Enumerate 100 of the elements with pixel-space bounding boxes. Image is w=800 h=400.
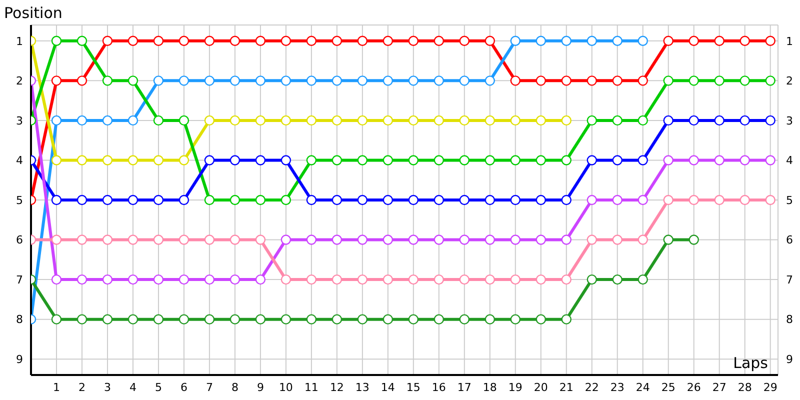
point bbox=[76, 115, 88, 126]
point bbox=[357, 115, 368, 126]
x-tick-label: 4 bbox=[129, 380, 136, 394]
point bbox=[434, 36, 444, 46]
point bbox=[332, 194, 342, 206]
point bbox=[153, 115, 164, 126]
point bbox=[332, 76, 342, 86]
y2-tick-label: 5 bbox=[786, 194, 793, 207]
point bbox=[484, 76, 496, 86]
point bbox=[51, 314, 62, 324]
point bbox=[434, 194, 444, 206]
point bbox=[586, 76, 597, 86]
point bbox=[178, 194, 190, 206]
y2-tick-label: 7 bbox=[786, 273, 793, 286]
point bbox=[586, 274, 597, 285]
point bbox=[434, 115, 444, 126]
point bbox=[765, 194, 776, 206]
point bbox=[484, 234, 496, 245]
x-tick-label: 11 bbox=[304, 380, 318, 394]
point bbox=[255, 194, 266, 206]
point bbox=[102, 115, 113, 126]
point bbox=[510, 314, 521, 324]
point bbox=[408, 155, 419, 166]
point bbox=[663, 115, 674, 126]
x-tick-label: 5 bbox=[154, 380, 162, 394]
point bbox=[382, 36, 394, 46]
point bbox=[255, 36, 266, 46]
point bbox=[230, 314, 240, 324]
point bbox=[153, 314, 164, 324]
point bbox=[586, 115, 597, 126]
point bbox=[510, 36, 521, 46]
point bbox=[586, 194, 597, 206]
point bbox=[51, 36, 62, 46]
point bbox=[510, 234, 521, 245]
point bbox=[51, 234, 62, 245]
point bbox=[561, 76, 572, 86]
point bbox=[688, 155, 699, 166]
point bbox=[612, 76, 622, 86]
point bbox=[153, 194, 164, 206]
point bbox=[128, 234, 138, 245]
point bbox=[332, 36, 342, 46]
point bbox=[306, 234, 317, 245]
point bbox=[561, 36, 572, 46]
point bbox=[102, 36, 113, 46]
point bbox=[357, 194, 368, 206]
point bbox=[434, 274, 444, 285]
point bbox=[484, 194, 496, 206]
point bbox=[459, 155, 470, 166]
point bbox=[128, 274, 138, 285]
point bbox=[408, 76, 419, 86]
point bbox=[714, 194, 724, 206]
point bbox=[459, 234, 470, 245]
point bbox=[357, 234, 368, 245]
y-tick-label: 1 bbox=[16, 34, 23, 48]
point bbox=[459, 274, 470, 285]
point bbox=[153, 234, 164, 245]
x-tick-label: 18 bbox=[482, 380, 497, 394]
point bbox=[765, 155, 776, 166]
point bbox=[128, 76, 138, 86]
point bbox=[102, 314, 113, 324]
point bbox=[484, 155, 496, 166]
point bbox=[280, 115, 292, 126]
point bbox=[230, 234, 240, 245]
point bbox=[128, 115, 138, 126]
point bbox=[740, 194, 750, 206]
y2-tick-label: 9 bbox=[786, 352, 793, 366]
point bbox=[280, 314, 292, 324]
point bbox=[510, 274, 521, 285]
point bbox=[153, 76, 164, 86]
point bbox=[561, 194, 572, 206]
point bbox=[638, 115, 648, 126]
x-tick-label: 29 bbox=[763, 380, 778, 394]
point bbox=[382, 76, 394, 86]
y-tick-label: 2 bbox=[16, 74, 23, 88]
point bbox=[688, 36, 699, 46]
point bbox=[459, 194, 470, 206]
point bbox=[638, 36, 648, 46]
point bbox=[280, 76, 292, 86]
point bbox=[332, 155, 342, 166]
point bbox=[688, 194, 699, 206]
point bbox=[586, 155, 597, 166]
point bbox=[255, 76, 266, 86]
point bbox=[332, 234, 342, 245]
point bbox=[561, 314, 572, 324]
point bbox=[357, 274, 368, 285]
point bbox=[484, 115, 496, 126]
point bbox=[688, 115, 699, 126]
point bbox=[153, 274, 164, 285]
point bbox=[663, 76, 674, 86]
point bbox=[638, 194, 648, 206]
point bbox=[255, 155, 266, 166]
x-tick-label: 28 bbox=[738, 380, 752, 394]
point bbox=[357, 36, 368, 46]
point bbox=[740, 115, 750, 126]
point bbox=[586, 36, 597, 46]
point bbox=[76, 36, 88, 46]
x-tick-label: 22 bbox=[584, 380, 599, 394]
point bbox=[663, 194, 674, 206]
x-tick-label: 19 bbox=[508, 380, 522, 394]
point bbox=[306, 314, 317, 324]
